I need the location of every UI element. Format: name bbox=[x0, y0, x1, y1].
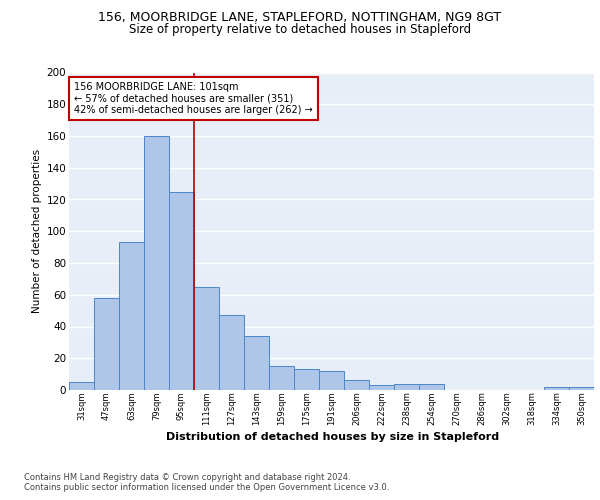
Bar bbox=[319, 371, 344, 390]
Bar bbox=[269, 366, 294, 390]
Bar bbox=[394, 384, 419, 390]
Text: 156, MOORBRIDGE LANE, STAPLEFORD, NOTTINGHAM, NG9 8GT: 156, MOORBRIDGE LANE, STAPLEFORD, NOTTIN… bbox=[98, 11, 502, 24]
Y-axis label: Number of detached properties: Number of detached properties bbox=[32, 149, 43, 314]
Bar bbox=[144, 136, 169, 390]
Bar bbox=[344, 380, 369, 390]
Bar bbox=[194, 287, 219, 390]
Text: Contains HM Land Registry data © Crown copyright and database right 2024.: Contains HM Land Registry data © Crown c… bbox=[24, 472, 350, 482]
Bar bbox=[294, 370, 319, 390]
Bar bbox=[169, 192, 194, 390]
Text: Distribution of detached houses by size in Stapleford: Distribution of detached houses by size … bbox=[166, 432, 500, 442]
Bar bbox=[544, 387, 569, 390]
Bar bbox=[569, 387, 594, 390]
Text: Contains public sector information licensed under the Open Government Licence v3: Contains public sector information licen… bbox=[24, 484, 389, 492]
Bar bbox=[219, 316, 244, 390]
Bar bbox=[119, 242, 144, 390]
Bar bbox=[419, 384, 444, 390]
Bar bbox=[244, 336, 269, 390]
Text: 156 MOORBRIDGE LANE: 101sqm
← 57% of detached houses are smaller (351)
42% of se: 156 MOORBRIDGE LANE: 101sqm ← 57% of det… bbox=[74, 82, 313, 115]
Bar bbox=[69, 382, 94, 390]
Bar bbox=[94, 298, 119, 390]
Bar bbox=[369, 385, 394, 390]
Text: Size of property relative to detached houses in Stapleford: Size of property relative to detached ho… bbox=[129, 22, 471, 36]
